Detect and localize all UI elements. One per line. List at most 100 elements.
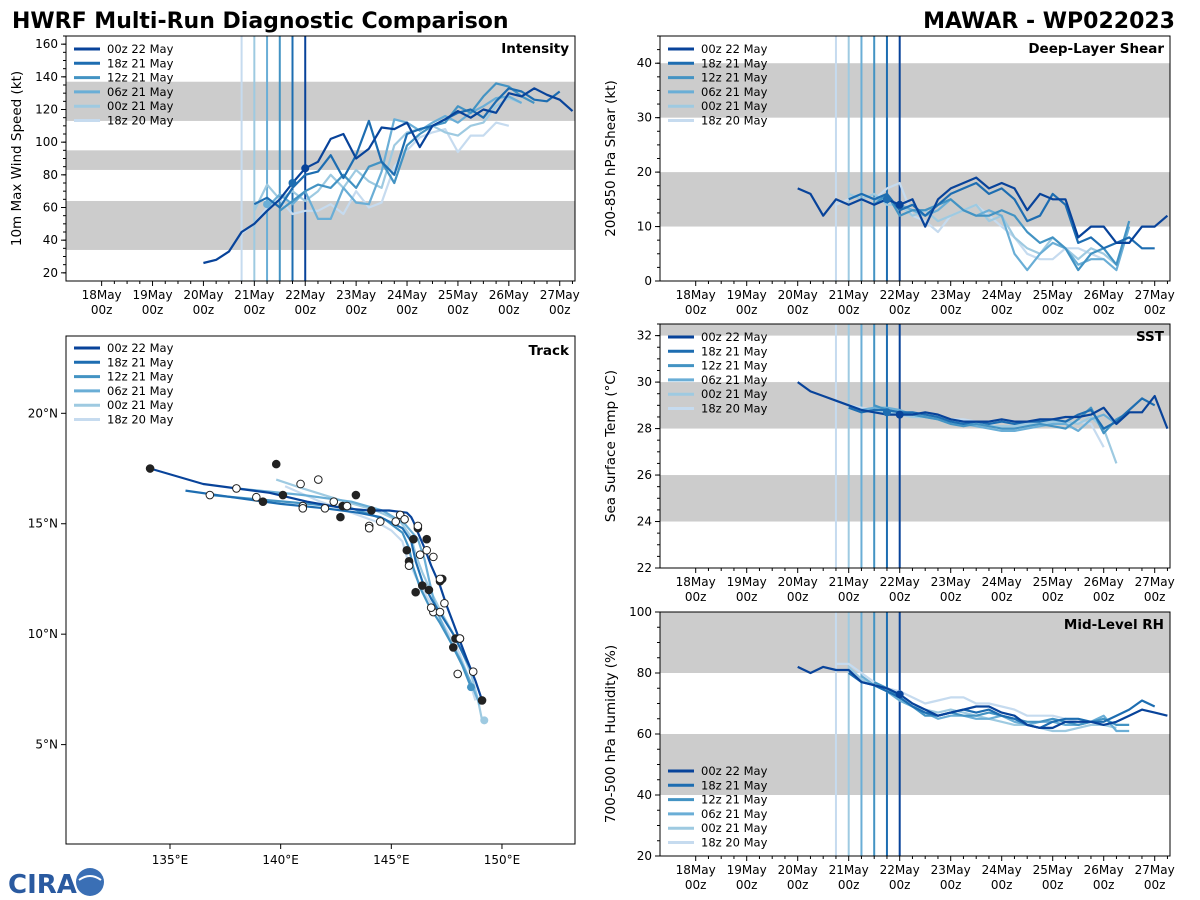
track-position-marker xyxy=(409,534,418,544)
intensity-init-marker xyxy=(288,179,297,187)
intensity-xtick-sublabel: 00z xyxy=(294,303,316,317)
intensity-xtick-label: 20May xyxy=(183,288,223,302)
track-position-marker xyxy=(435,574,445,584)
track-legend-label: 06z 21 May xyxy=(107,384,174,398)
intensity-ylabel: 10m Max Wind Speed (kt) xyxy=(9,71,25,246)
track-axes-frame xyxy=(65,335,576,845)
figure-title: HWRF Multi-Run Diagnostic Comparison xyxy=(12,9,509,34)
shear-xtick-label: 20May xyxy=(778,288,818,302)
sst-ytick-label: 22 xyxy=(637,561,652,575)
track-position-marker xyxy=(424,585,434,595)
rh-xtick-label: 21May xyxy=(829,863,869,877)
sst-xtick-label: 27May xyxy=(1135,575,1175,589)
shear-xtick-label: 19May xyxy=(727,288,767,302)
track-position-marker xyxy=(145,464,155,473)
sst-xtick-sublabel: 00z xyxy=(1042,590,1064,604)
intensity-shaded-band xyxy=(66,150,575,170)
intensity-init-marker xyxy=(263,200,272,209)
shear-xtick-sublabel: 00z xyxy=(838,303,860,317)
intensity-legend-label: 00z 22 May xyxy=(107,42,174,56)
shear-xtick-sublabel: 00z xyxy=(736,303,758,317)
sst-plot-area xyxy=(660,324,1170,568)
rh-title: Mid-Level RH xyxy=(1064,617,1164,633)
rh-xtick-label: 27May xyxy=(1135,863,1175,877)
sst-legend-label: 00z 22 May xyxy=(701,330,768,344)
cira-logo-swoosh xyxy=(78,875,102,881)
shear-xtick-label: 27May xyxy=(1135,288,1175,302)
shear-ytick-label: 40 xyxy=(637,56,652,70)
cira-logo-text: CIRA xyxy=(8,870,77,900)
shear-ylabel: 200-850 hPa Shear (kt) xyxy=(603,80,619,237)
track-xtick-label: 135°E xyxy=(152,853,189,867)
rh-shaded-band xyxy=(660,734,1170,795)
sst-ytick-label: 24 xyxy=(637,515,652,529)
track-position-marker xyxy=(415,550,425,559)
sst-xtick-sublabel: 00z xyxy=(1093,590,1115,604)
rh-xtick-label: 25May xyxy=(1033,863,1073,877)
intensity-xtick-sublabel: 00z xyxy=(244,303,266,317)
track-position-marker xyxy=(252,492,261,502)
track-position-marker xyxy=(455,634,465,643)
intensity-xtick-label: 24May xyxy=(387,288,427,302)
sst-xtick-sublabel: 00z xyxy=(889,590,911,604)
shear-xtick-label: 21May xyxy=(829,288,869,302)
rh-xtick-sublabel: 00z xyxy=(1042,878,1064,892)
track-position-marker xyxy=(411,587,420,597)
sst-shaded-band xyxy=(660,324,1170,336)
cira-logo-globe xyxy=(76,868,104,896)
shear-legend-label: 18z 20 May xyxy=(701,114,768,128)
shear-legend-label: 06z 21 May xyxy=(701,85,768,99)
shear-xtick-sublabel: 00z xyxy=(787,303,809,317)
track-position-marker xyxy=(298,503,308,513)
sst-xtick-sublabel: 00z xyxy=(736,590,758,604)
sst-panel: 22242628303218May00z19May00z20May00z21Ma… xyxy=(603,323,1175,604)
shear-xtick-sublabel: 00z xyxy=(991,303,1013,317)
rh-xtick-label: 19May xyxy=(727,863,767,877)
track-init-marker xyxy=(466,683,475,692)
intensity-ytick-label: 80 xyxy=(43,168,58,182)
rh-xtick-sublabel: 00z xyxy=(889,878,911,892)
track-title: Track xyxy=(529,343,570,359)
rh-legend-label: 18z 20 May xyxy=(701,836,768,850)
shear-xtick-label: 18May xyxy=(676,288,716,302)
intensity-xtick-sublabel: 00z xyxy=(91,303,113,317)
shear-xtick-label: 25May xyxy=(1033,288,1073,302)
track-position-marker xyxy=(296,479,305,489)
track-ytick-label: 10°N xyxy=(28,627,58,641)
rh-xtick-label: 20May xyxy=(778,863,818,877)
track-position-marker xyxy=(426,603,436,612)
intensity-xtick-sublabel: 00z xyxy=(498,303,520,317)
sst-legend-label: 18z 20 May xyxy=(701,402,768,416)
intensity-ytick-label: 160 xyxy=(35,37,58,51)
shear-series-line xyxy=(848,181,1155,250)
shear-ytick-label: 30 xyxy=(637,111,652,125)
track-xtick-label: 140°E xyxy=(262,853,299,867)
cira-logo: CIRA xyxy=(8,868,104,900)
rh-xtick-sublabel: 00z xyxy=(1144,878,1166,892)
intensity-xtick-sublabel: 00z xyxy=(549,303,571,317)
track-position-marker xyxy=(367,506,376,515)
shear-ytick-label: 0 xyxy=(644,274,652,288)
track-position-marker xyxy=(422,545,432,555)
track-position-marker xyxy=(351,490,361,500)
rh-ytick-label: 100 xyxy=(629,605,652,619)
track-position-marker xyxy=(232,484,241,493)
intensity-legend-label: 18z 20 May xyxy=(107,114,174,128)
shear-init-marker xyxy=(882,195,891,204)
track-position-marker xyxy=(391,517,401,526)
intensity-xtick-label: 23May xyxy=(336,288,376,302)
rh-xtick-sublabel: 00z xyxy=(787,878,809,892)
intensity-ytick-label: 40 xyxy=(43,233,58,247)
rh-xtick-sublabel: 00z xyxy=(685,878,707,892)
sst-init-marker xyxy=(882,408,891,417)
shear-ytick-label: 20 xyxy=(637,165,652,179)
track-ytick-label: 5°N xyxy=(35,738,58,752)
intensity-panel: 2040608010012014016018May00z19May00z20Ma… xyxy=(9,35,580,317)
sst-ylabel: Sea Surface Temp (°C) xyxy=(603,370,619,522)
sst-title: SST xyxy=(1136,329,1165,345)
track-panel: 135°E 140°E 145°E 150°E 5°N 10°N 15°N 20°N Track… xyxy=(28,335,576,867)
intensity-legend-label: 00z 21 May xyxy=(107,99,174,113)
track-position-marker xyxy=(413,521,423,531)
shear-xtick-sublabel: 00z xyxy=(685,303,707,317)
rh-xtick-label: 26May xyxy=(1084,863,1124,877)
